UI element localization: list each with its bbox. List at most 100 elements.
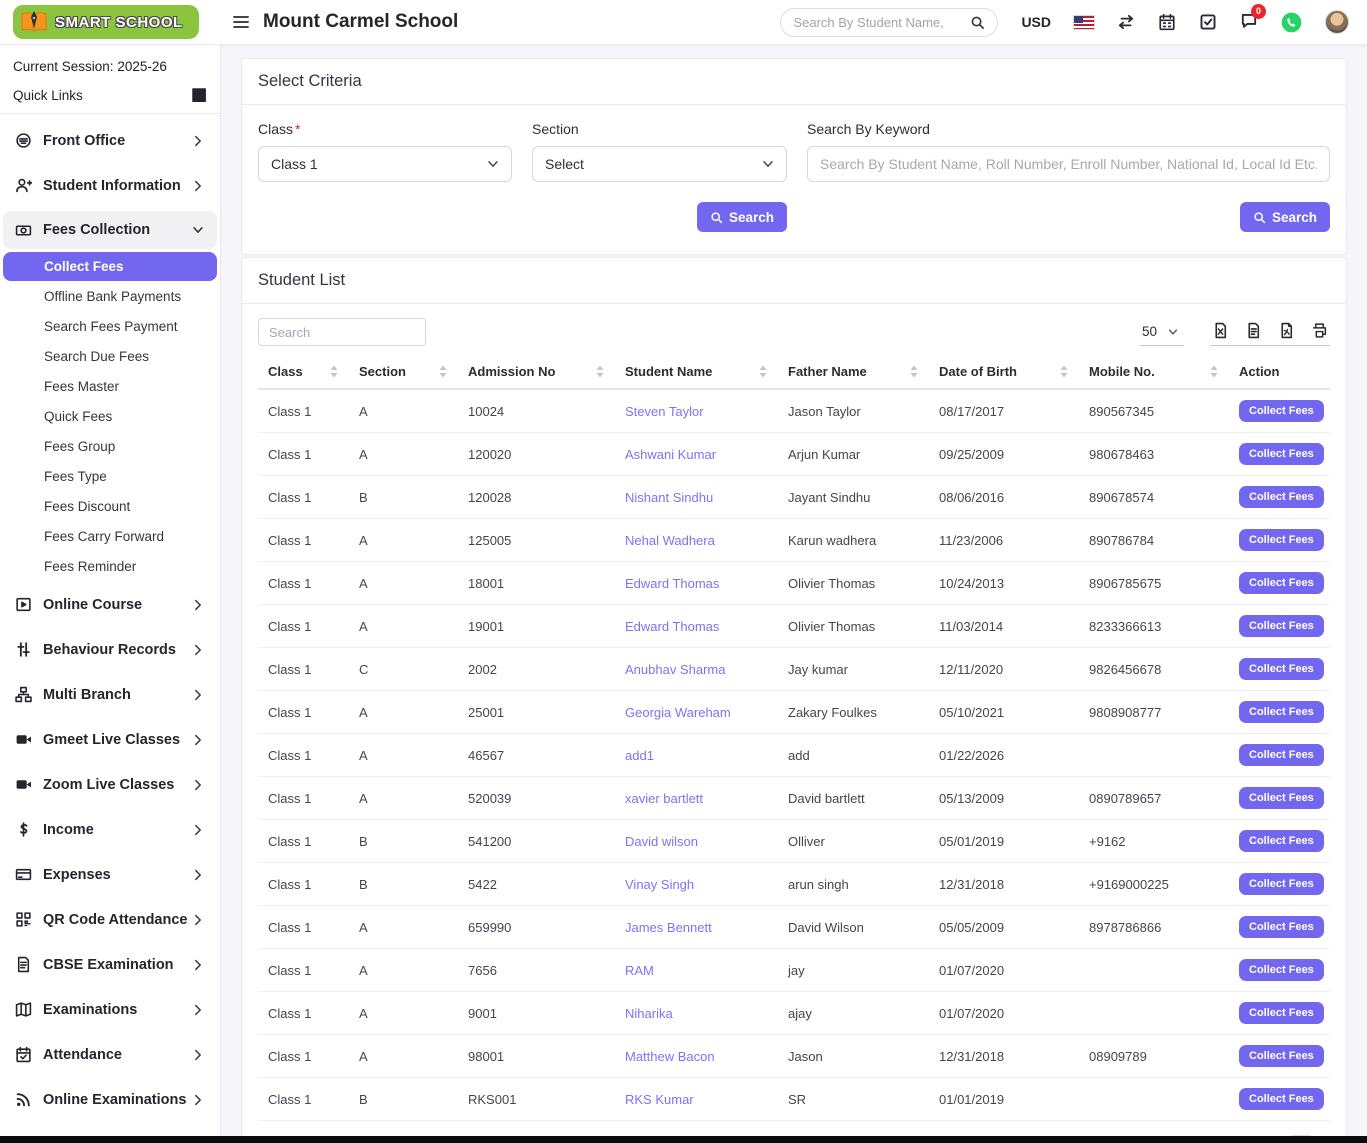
export-excel-icon[interactable] (1212, 322, 1229, 339)
sidebar: Current Session: 2025-26 Quick Links Fro… (0, 45, 221, 1136)
collect-fees-button[interactable]: Collect Fees (1239, 443, 1324, 465)
student-name-link[interactable]: Anubhav Sharma (625, 661, 726, 677)
hamburger-icon[interactable] (231, 12, 251, 32)
collect-fees-button[interactable]: Collect Fees (1239, 486, 1324, 508)
sidebar-item-student-information[interactable]: Student Information (3, 163, 217, 208)
collect-fees-button[interactable]: Collect Fees (1239, 959, 1324, 981)
sidebar-item-cbse-examination[interactable]: CBSE Examination (3, 942, 217, 987)
collect-fees-button[interactable]: Collect Fees (1239, 572, 1324, 594)
collect-fees-button[interactable]: Collect Fees (1239, 1002, 1324, 1024)
keyword-search-button[interactable]: Search (1239, 202, 1330, 232)
us-flag-icon[interactable] (1074, 15, 1094, 29)
export-pdf-icon[interactable] (1278, 322, 1295, 339)
sidebar-item-income[interactable]: Income (3, 807, 217, 852)
sidebar-item-online-course[interactable]: Online Course (3, 582, 217, 627)
student-name-link[interactable]: add1 (625, 747, 654, 763)
student-name-link[interactable]: xavier bartlett (625, 790, 704, 806)
collect-fees-button[interactable]: Collect Fees (1239, 400, 1324, 422)
collect-fees-button[interactable]: Collect Fees (1239, 744, 1324, 766)
sidebar-item-qr-code-attendance[interactable]: QR Code Attendance (3, 897, 217, 942)
column-header-date-of-birth[interactable]: Date of Birth (929, 356, 1079, 390)
sort-icon (438, 365, 448, 378)
student-name-link[interactable]: David wilson (625, 833, 698, 849)
sidebar-subitem-search-due-fees[interactable]: Search Due Fees (44, 349, 150, 364)
sidebar-item-multi-branch[interactable]: Multi Branch (3, 672, 217, 717)
sidebar-item-examinations[interactable]: Examinations (3, 987, 217, 1032)
column-header-section[interactable]: Section (349, 356, 458, 390)
table-row: Class 1 A 125005 Nehal Wadhera Karun wadhera… (258, 518, 1330, 562)
sidebar-item-attendance[interactable]: Attendance (3, 1032, 217, 1077)
chevron-right-icon (191, 1048, 205, 1062)
student-name-link[interactable]: RAM (625, 962, 654, 978)
collect-fees-button[interactable]: Collect Fees (1239, 787, 1324, 809)
sidebar-subitem-search-fees-payment[interactable]: Search Fees Payment (44, 319, 178, 334)
page-size-select[interactable]: 50 (1140, 324, 1184, 346)
sidebar-item-behaviour-records[interactable]: Behaviour Records (3, 627, 217, 672)
student-name-link[interactable]: Niharika (625, 1005, 673, 1021)
collect-fees-button[interactable]: Collect Fees (1239, 1045, 1324, 1067)
sidebar-item-fees-collection[interactable]: Fees Collection (3, 211, 217, 249)
section-select[interactable]: Select (532, 146, 787, 182)
collect-fees-button[interactable]: Collect Fees (1239, 916, 1324, 938)
column-header-class[interactable]: Class (258, 356, 349, 390)
quick-links[interactable]: Quick Links (0, 80, 220, 110)
class-select[interactable]: Class 1 (258, 146, 512, 182)
column-header-student-name[interactable]: Student Name (615, 356, 778, 390)
sidebar-subitem-fees-reminder[interactable]: Fees Reminder (44, 559, 137, 574)
avatar[interactable] (1325, 10, 1349, 34)
search-button[interactable]: Search (696, 202, 787, 232)
column-header-mobile-no[interactable]: Mobile No. (1079, 356, 1229, 390)
chevron-right-icon (191, 913, 205, 927)
keyword-input[interactable] (820, 156, 1317, 172)
cell-admission-no: RKS001 (458, 1077, 615, 1121)
cell-father-name: David Wilson (778, 905, 929, 949)
header-search-input[interactable] (793, 14, 963, 30)
student-name-link[interactable]: Nishant Sindhu (625, 489, 714, 505)
column-header-admission-no[interactable]: Admission No (458, 356, 615, 390)
export-csv-icon[interactable] (1245, 322, 1262, 339)
student-name-link[interactable]: Georgia Wareham (625, 704, 731, 720)
logo-text: SMART SCHOOL (55, 13, 183, 31)
student-name-link[interactable]: James Bennett (625, 919, 712, 935)
currency-selector[interactable]: USD (1021, 14, 1051, 30)
sidebar-subitem-fees-master[interactable]: Fees Master (44, 379, 120, 394)
student-name-link[interactable]: RKS Kumar (625, 1091, 694, 1107)
calendar-icon[interactable] (1158, 13, 1176, 31)
search-icon[interactable] (970, 15, 985, 30)
print-icon[interactable] (1311, 322, 1328, 339)
sidebar-subitem-fees-discount[interactable]: Fees Discount (44, 499, 131, 514)
student-name-link[interactable]: Vinay Singh (625, 876, 695, 892)
student-name-link[interactable]: Steven Taylor (625, 403, 704, 419)
sidebar-item-zoom-live-classes[interactable]: Zoom Live Classes (3, 762, 217, 807)
chat-button[interactable]: 0 (1240, 3, 1266, 34)
sidebar-subitem-offline-bank-payments[interactable]: Offline Bank Payments (44, 289, 182, 304)
collect-fees-button[interactable]: Collect Fees (1239, 529, 1324, 551)
student-name-link[interactable]: Nehal Wadhera (625, 532, 715, 548)
table-search-input[interactable] (269, 324, 415, 340)
collect-fees-button[interactable]: Collect Fees (1239, 1088, 1324, 1110)
collect-fees-button[interactable]: Collect Fees (1239, 658, 1324, 680)
sidebar-item-front-office[interactable]: Front Office (3, 118, 217, 163)
sidebar-subitem-quick-fees[interactable]: Quick Fees (44, 409, 113, 424)
sidebar-item-online-examinations[interactable]: Online Examinations (3, 1077, 217, 1122)
sidebar-subitem-collect-fees[interactable]: Collect Fees (3, 252, 217, 281)
logo[interactable]: SMART SCHOOL (0, 5, 221, 39)
student-name-link[interactable]: Ashwani Kumar (625, 446, 717, 462)
sidebar-item-expenses[interactable]: Expenses (3, 852, 217, 897)
whatsapp-icon[interactable] (1281, 12, 1302, 33)
sidebar-subitem-fees-type[interactable]: Fees Type (44, 469, 107, 484)
collect-fees-button[interactable]: Collect Fees (1239, 615, 1324, 637)
task-check-icon[interactable] (1199, 13, 1217, 31)
student-name-link[interactable]: Edward Thomas (625, 575, 720, 591)
column-header-father-name[interactable]: Father Name (778, 356, 929, 390)
sidebar-item-gmeet-live-classes[interactable]: Gmeet Live Classes (3, 717, 217, 762)
collect-fees-button[interactable]: Collect Fees (1239, 830, 1324, 852)
swap-icon[interactable] (1117, 13, 1135, 31)
collect-fees-button[interactable]: Collect Fees (1239, 873, 1324, 895)
student-name-link[interactable]: Matthew Bacon (625, 1048, 715, 1064)
student-name-link[interactable]: Edward Thomas (625, 618, 720, 634)
sidebar-subitem-fees-group[interactable]: Fees Group (44, 439, 116, 454)
sidebar-subitem-fees-carry-forward[interactable]: Fees Carry Forward (44, 529, 165, 544)
collect-fees-button[interactable]: Collect Fees (1239, 701, 1324, 723)
cell-student-name: Nishant Sindhu (615, 475, 778, 519)
